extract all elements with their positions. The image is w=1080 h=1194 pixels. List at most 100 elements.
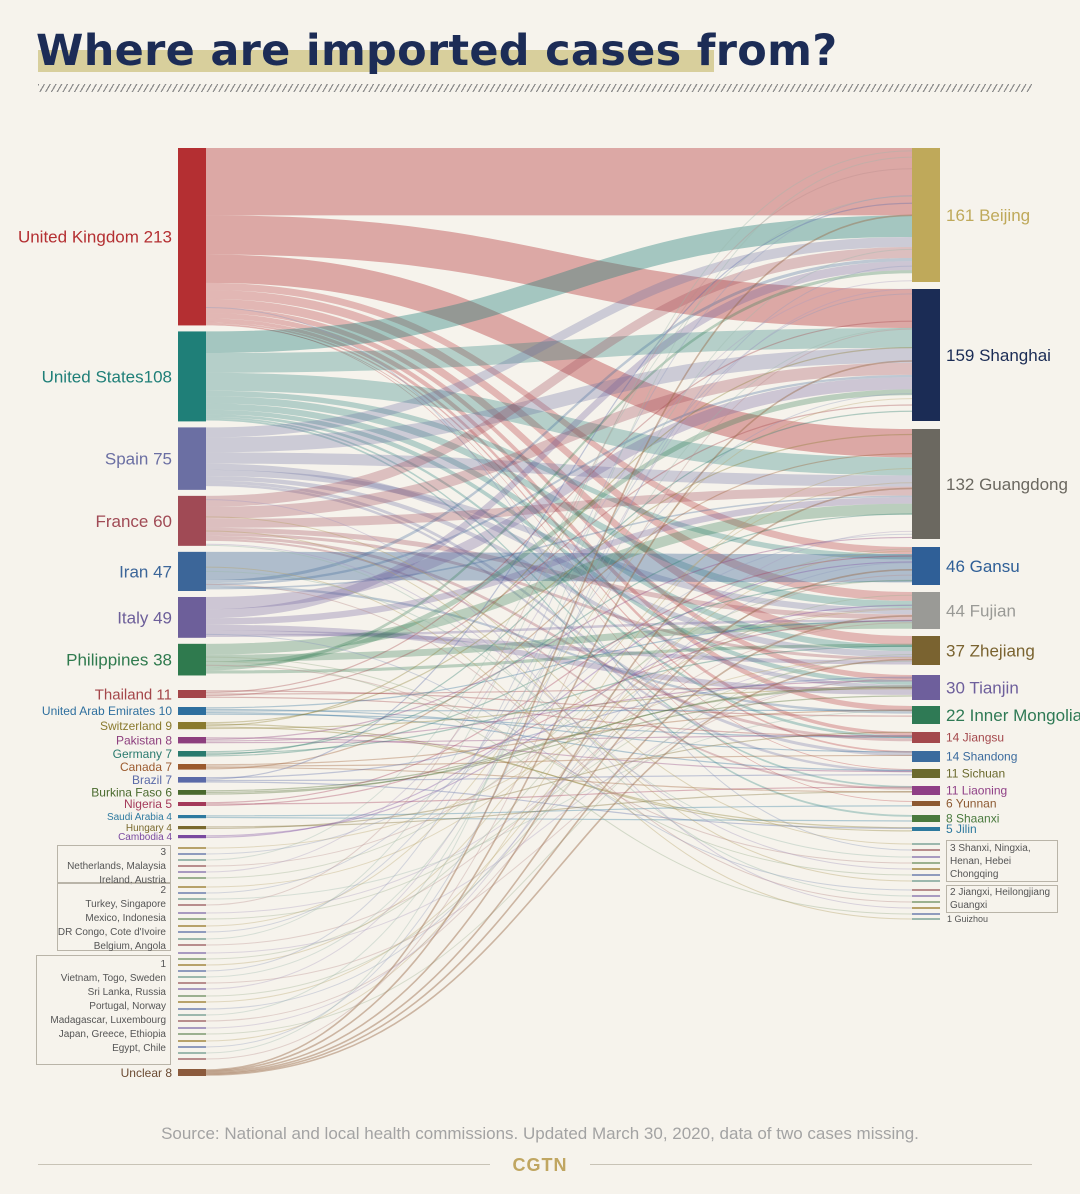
target-minor-tick-11 <box>912 913 940 915</box>
target-node-37-zhejiang <box>912 636 940 665</box>
source-label-spain-75: Spain 75 <box>105 450 172 469</box>
flow-saudi-arabia-4-0 <box>206 806 912 816</box>
target-group-2-line-a: 2 Jiangxi, Heilongjiang <box>950 886 1050 899</box>
source-group-1-names-a: Vietnam, Togo, Sweden <box>50 972 166 986</box>
source-node-united-arab-emirates-10 <box>178 707 206 715</box>
target-label-161-beijing: 161 Beijing <box>946 206 1030 225</box>
target-node-6-yunnan <box>912 801 940 806</box>
source-node-italy-49 <box>178 597 206 638</box>
target-node-22-inner-mongolia <box>912 706 940 724</box>
source-group-2-names-d: Belgium, Angola <box>58 940 166 954</box>
source-node-nigeria-5 <box>178 802 206 806</box>
target-minor-tick-0 <box>912 843 940 845</box>
source-minor-tick-3 <box>178 865 206 867</box>
source-minor-tick-7 <box>178 892 206 894</box>
target-minor-tick-5 <box>912 874 940 876</box>
flow-layer <box>206 148 912 1075</box>
target-single-label: 1 Guizhou <box>947 913 988 926</box>
target-group-2-text: 2 Jiangxi, Heilongjiang Guangxi <box>950 886 1050 912</box>
target-group-3-text: 3 Shanxi, Ningxia, Henan, Hebei Chongqin… <box>950 842 1031 881</box>
brand-logo: CGTN <box>0 1155 1080 1176</box>
source-minor-tick-10 <box>178 912 206 914</box>
source-minor-tick-13 <box>178 931 206 933</box>
source-group-1-value: 1 <box>50 958 166 972</box>
target-group-3-line-a: 3 Shanxi, Ningxia, <box>950 842 1031 855</box>
target-minor-tick-10 <box>912 907 940 909</box>
source-label-germany-7: Germany 7 <box>113 747 173 761</box>
source-node-philippines-38 <box>178 644 206 676</box>
source-node-cambodia-4 <box>178 835 206 838</box>
target-minor-tick-12 <box>912 918 940 920</box>
target-node-5-jilin <box>912 827 940 831</box>
source-group-2-text: 2 Turkey, Singapore Mexico, Indonesia DR… <box>58 884 166 954</box>
source-label-united-states108: United States108 <box>42 367 172 386</box>
target-group-3-line-b: Henan, Hebei <box>950 855 1031 868</box>
target-label-11-liaoning: 11 Liaoning <box>946 784 1007 798</box>
source-group-1-names-d: Madagascar, Luxembourg <box>50 1014 166 1028</box>
source-minor-tick-32 <box>178 1052 206 1054</box>
source-group-1-names-f: Egypt, Chile <box>50 1042 166 1056</box>
source-label-pakistan-8: Pakistan 8 <box>116 733 172 747</box>
source-minor-tick-28 <box>178 1027 206 1029</box>
target-label-22-inner-mongolia: 22 Inner Mongolia <box>946 706 1080 725</box>
source-minor-tick-25 <box>178 1008 206 1010</box>
source-label-unclear: Unclear 8 <box>121 1066 173 1080</box>
target-node-14-jiangsu <box>912 732 940 743</box>
target-label-30-tianjin: 30 Tianjin <box>946 678 1019 697</box>
target-minor-tick-4 <box>912 868 940 870</box>
source-minor-tick-11 <box>178 918 206 920</box>
target-node-8-shaanxi <box>912 815 940 822</box>
source-node-spain-75 <box>178 427 206 489</box>
flow-united-kingdom-213-to-161-beijing <box>206 148 912 215</box>
target-node-14-shandong <box>912 751 940 762</box>
target-label-14-shandong: 14 Shandong <box>946 750 1017 764</box>
source-node-united-states108 <box>178 331 206 421</box>
source-minor-tick-24 <box>178 1001 206 1003</box>
source-label-saudi-arabia-4: Saudi Arabia 4 <box>107 812 172 823</box>
target-node-30-tianjin <box>912 675 940 700</box>
source-node-unclear <box>178 1069 206 1076</box>
source-group-1-names-e: Japan, Greece, Ethiopia <box>50 1028 166 1042</box>
target-label-14-jiangsu: 14 Jiangsu <box>946 731 1004 745</box>
target-label-11-sichuan: 11 Sichuan <box>946 767 1005 781</box>
target-node-46-gansu <box>912 547 940 585</box>
source-minor-tick-29 <box>178 1033 206 1035</box>
source-label-switzerland-9: Switzerland 9 <box>100 719 172 733</box>
target-node-159-shanghai <box>912 289 940 421</box>
target-label-44-fujian: 44 Fujian <box>946 601 1016 620</box>
source-label-iran-47: Iran 47 <box>119 562 172 581</box>
source-minor-tick-18 <box>178 964 206 966</box>
target-node-132-guangdong <box>912 429 940 539</box>
target-label-6-yunnan: 6 Yunnan <box>946 797 997 811</box>
source-minor-tick-12 <box>178 925 206 927</box>
target-label-132-guangdong: 132 Guangdong <box>946 475 1068 494</box>
source-minor-tick-21 <box>178 982 206 984</box>
source-label-france-60: France 60 <box>95 512 172 531</box>
source-node-iran-47 <box>178 552 206 591</box>
source-minor-tick-5 <box>178 877 206 879</box>
target-node-44-fujian <box>912 592 940 629</box>
source-group-2-names-a: Turkey, Singapore <box>58 898 166 912</box>
target-node-161-beijing <box>912 148 940 282</box>
source-minor-tick-16 <box>178 952 206 954</box>
source-group-3-names-a: Netherlands, Malaysia <box>67 860 166 874</box>
source-label-united-arab-emirates-10: United Arab Emirates 10 <box>42 704 172 718</box>
source-minor-tick-23 <box>178 995 206 997</box>
source-minor-tick-33 <box>178 1058 206 1060</box>
source-label-thailand-11: Thailand 11 <box>95 686 172 703</box>
source-group-2-names-b: Mexico, Indonesia <box>58 912 166 926</box>
target-node-11-sichuan <box>912 769 940 778</box>
target-minor-tick-6 <box>912 880 940 882</box>
source-minor-tick-22 <box>178 988 206 990</box>
target-group-3-line-c: Chongqing <box>950 868 1031 881</box>
source-node-saudi-arabia-4 <box>178 815 206 818</box>
source-minor-tick-0 <box>178 847 206 849</box>
source-minor-tick-27 <box>178 1020 206 1022</box>
source-minor-tick-31 <box>178 1046 206 1048</box>
target-minor-tick-8 <box>912 895 940 897</box>
target-minor-tick-1 <box>912 849 940 851</box>
source-label-italy-49: Italy 49 <box>117 608 172 627</box>
target-minor-tick-9 <box>912 901 940 903</box>
source-minor-tick-1 <box>178 853 206 855</box>
target-group-2-line-b: Guangxi <box>950 899 1050 912</box>
